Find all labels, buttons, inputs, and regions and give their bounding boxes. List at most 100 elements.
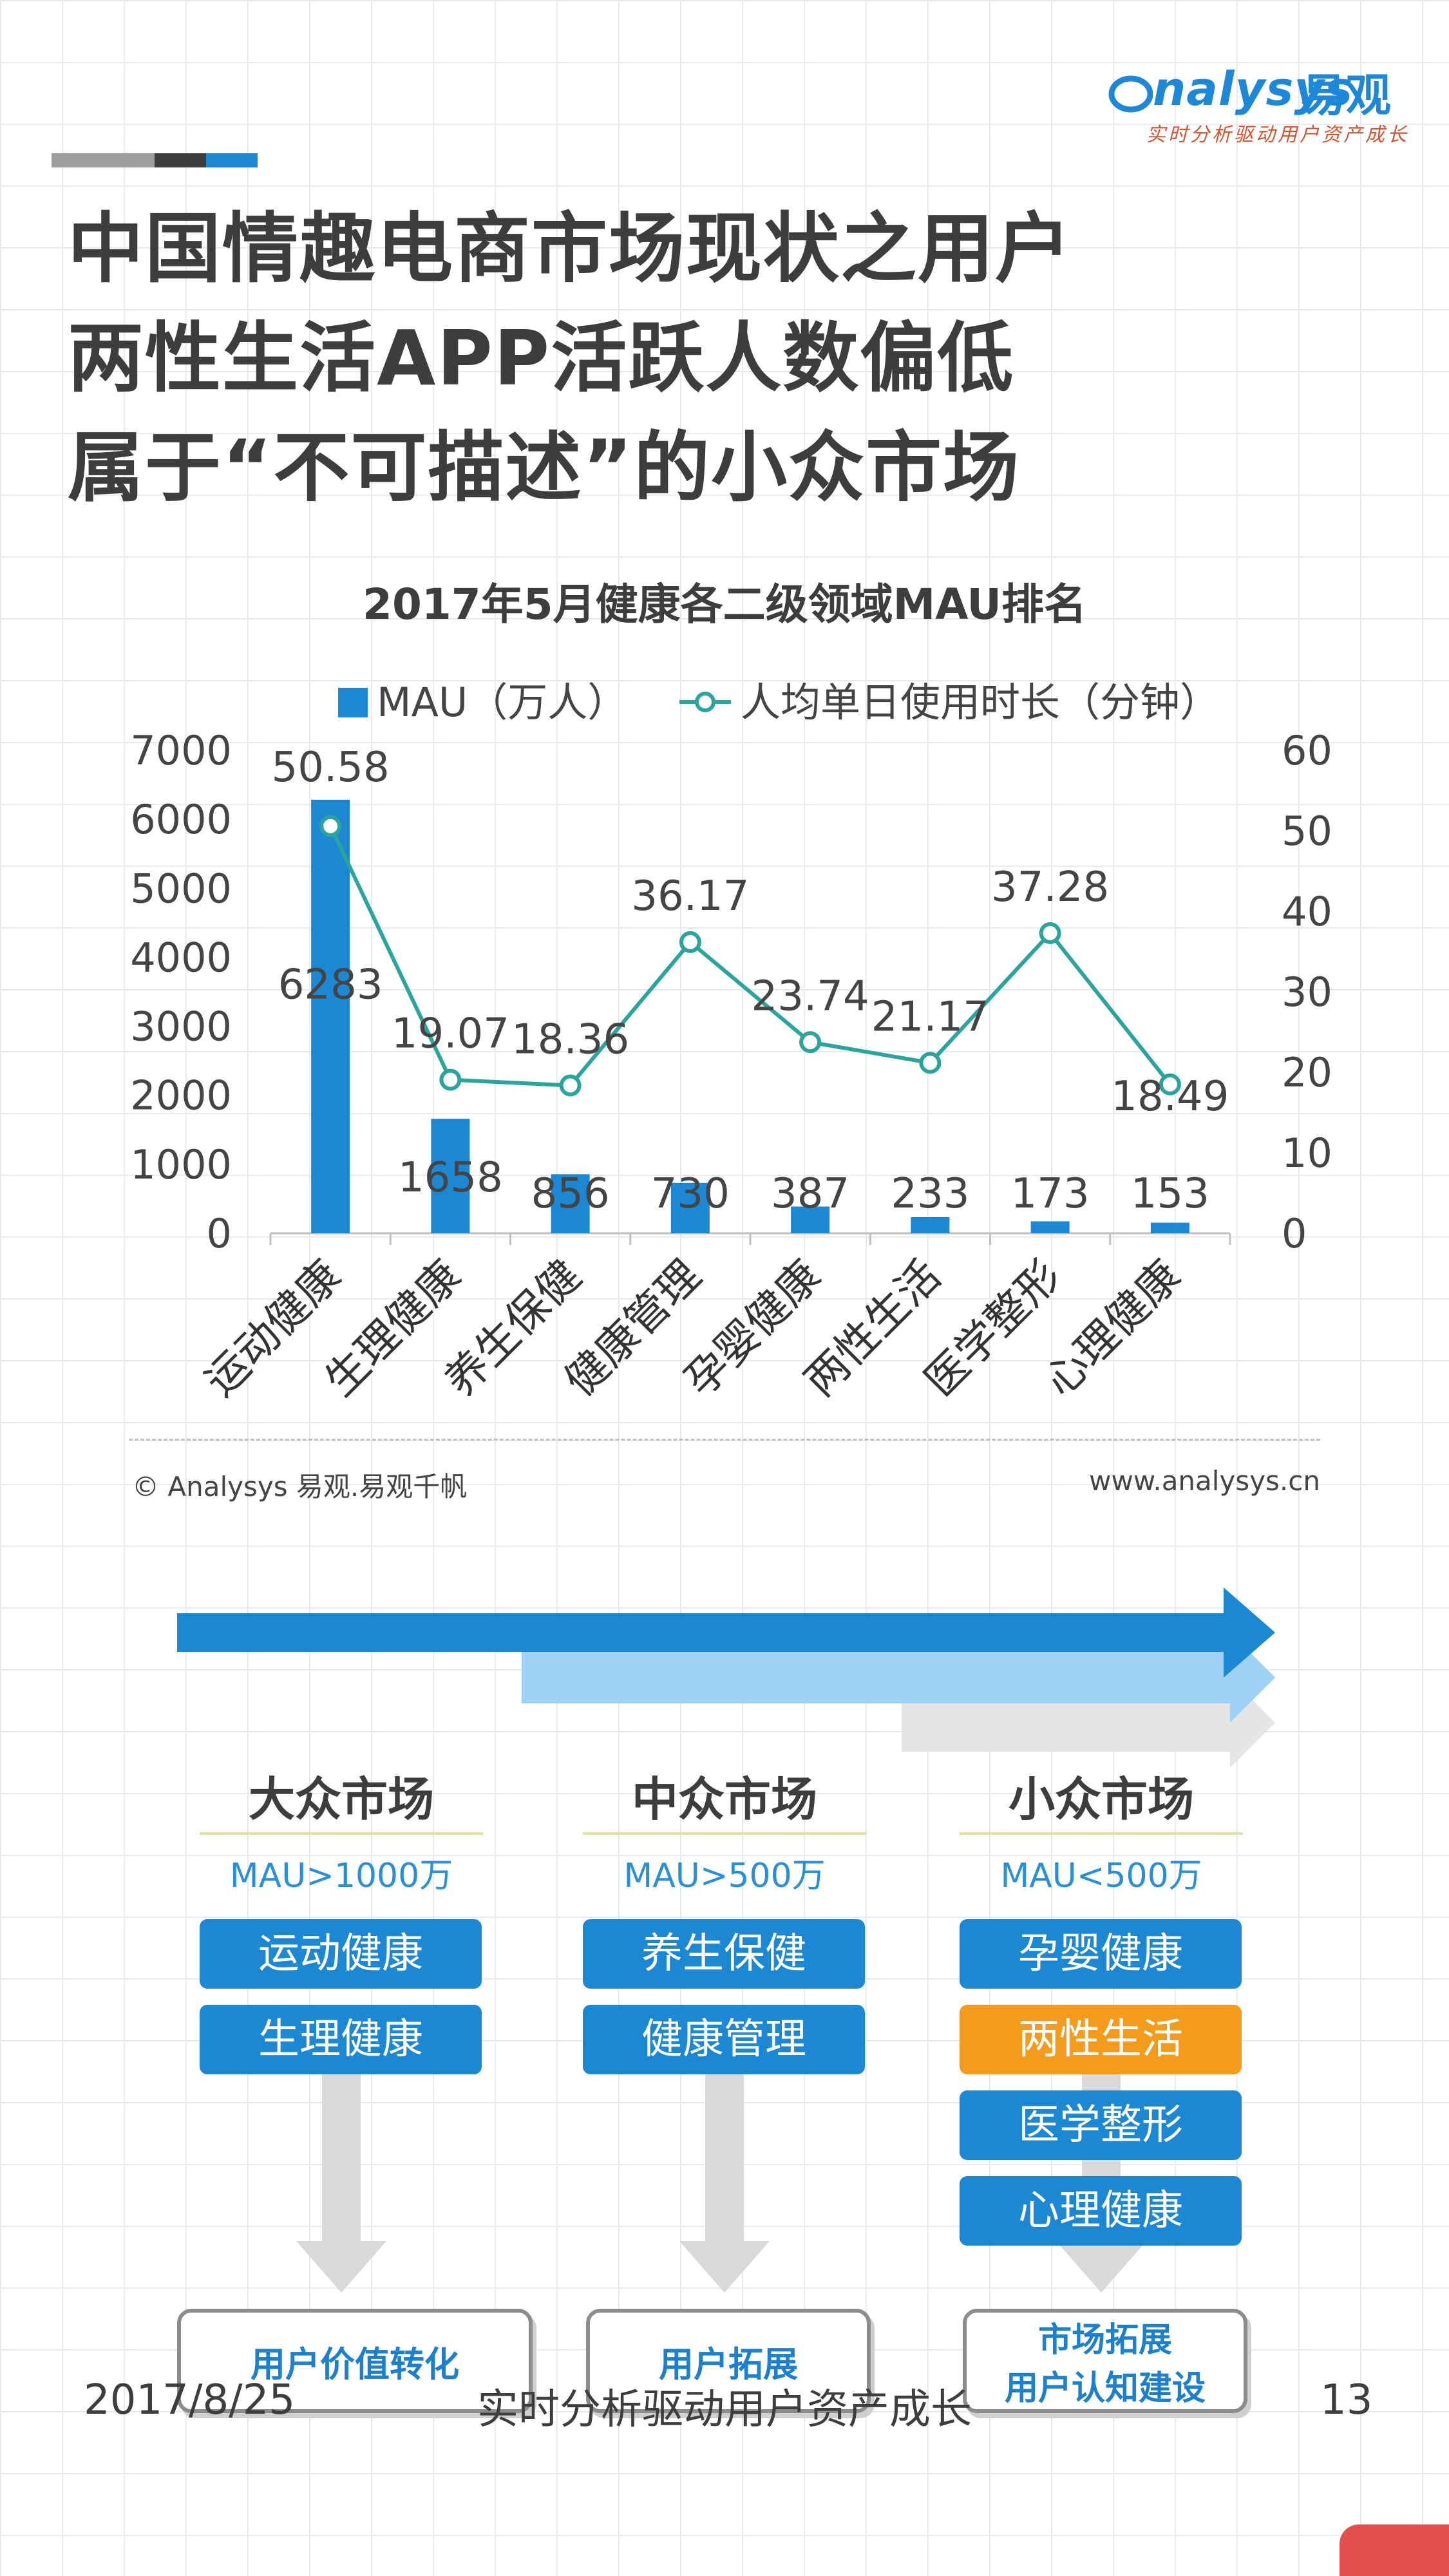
bar-data-label: 6283	[278, 961, 383, 1009]
market-item-pill: 两性生活	[960, 2005, 1242, 2074]
down-arrow-icon	[1056, 2029, 1146, 2293]
y-left-tick-label: 3000	[130, 1003, 232, 1050]
line-point	[799, 1031, 822, 1054]
bar-data-label: 730	[651, 1170, 730, 1218]
page-title-line-3: 属于“不可描述”的小众市场	[68, 423, 1021, 512]
page-title-line-1: 中国情趣电商市场现状之用户	[68, 204, 1073, 293]
bar-data-label: 233	[891, 1170, 969, 1218]
bar	[311, 799, 350, 1233]
down-arrow-icon	[679, 2029, 770, 2293]
logo-swoosh-icon	[1108, 75, 1153, 113]
market-title: 大众市场	[248, 1772, 434, 1826]
corner-watermark	[1340, 2524, 1449, 2576]
market-title-underline	[583, 1832, 866, 1835]
legend-line-label: 人均单日使用时长（分钟）	[741, 679, 1220, 726]
market-item-pill: 运动健康	[200, 1919, 482, 1989]
bar	[551, 1174, 590, 1233]
market-outcome-box: 用户价值转化	[177, 2309, 533, 2413]
bar	[791, 1206, 830, 1233]
chart: 0 1000 2000 3000 4000 5000 6000 7000 0 10 20 30 40 50…	[130, 679, 1332, 1406]
market-title: 中众市场	[631, 1772, 817, 1826]
line-data-label: 37.28	[991, 864, 1109, 911]
footer-slogan: 实时分析驱动用户资产成长	[477, 2386, 972, 2434]
market-item-pill: 健康管理	[583, 2005, 865, 2074]
market-outcome-box: 用户拓展	[586, 2309, 871, 2413]
y-left-tick-label: 2000	[130, 1072, 232, 1119]
line-data-label: 18.49	[1111, 1073, 1229, 1121]
bar-data-label: 1658	[398, 1154, 503, 1202]
market-outcome-text: 市场拓展	[1037, 2321, 1172, 2360]
market-mau-threshold: MAU>500万	[623, 1857, 826, 1895]
footer-date: 2017/8/25	[84, 2376, 296, 2424]
y-right-tick-label: 60	[1282, 727, 1332, 774]
line-data-label: 19.07	[392, 1010, 509, 1058]
market-title: 小众市场	[1008, 1772, 1194, 1826]
line-data-label: 23.74	[752, 972, 869, 1020]
line-point	[319, 815, 342, 837]
down-arrow-icon	[296, 2029, 386, 2293]
market-arrows	[177, 1587, 1275, 1768]
line-point	[919, 1052, 942, 1074]
y-left-tick-label: 1000	[130, 1141, 232, 1188]
market-outcome-text: 用户价值转化	[251, 2344, 459, 2385]
bar-data-label: 856	[531, 1170, 610, 1218]
market-mau-threshold: MAU>1000万	[229, 1857, 453, 1895]
market-outcome-text: 用户拓展	[659, 2344, 798, 2385]
y-right-tick-label: 10	[1282, 1130, 1332, 1177]
bar	[670, 1182, 710, 1233]
market-title-underline	[960, 1832, 1243, 1835]
market-outcome-box: 市场拓展用户认知建设	[963, 2309, 1247, 2413]
line-point	[1159, 1073, 1181, 1095]
line-data-label: 18.36	[511, 1016, 629, 1064]
logo-cn: 易观	[1301, 69, 1391, 122]
bar	[1030, 1221, 1070, 1233]
bar-data-label: 173	[1011, 1170, 1090, 1218]
market-item-pill: 医学整形	[960, 2090, 1242, 2160]
y-left-tick-label: 7000	[130, 727, 232, 774]
y-right-tick-label: 30	[1282, 969, 1332, 1016]
y-right-tick-label: 0	[1282, 1210, 1307, 1257]
header-bar-blue	[206, 153, 258, 167]
copyright-text: © Analysys 易观.易观千帆	[132, 1471, 468, 1502]
market-outcome-text: 用户认知建设	[1004, 2369, 1206, 2408]
bar	[1150, 1222, 1189, 1233]
bar	[911, 1217, 950, 1233]
arrow-light-blue	[522, 1633, 1275, 1723]
y-left-tick-label: 5000	[130, 865, 232, 912]
y-right-tick-label: 50	[1282, 808, 1332, 855]
page-title-line-2: 两性生活APP活跃人数偏低	[68, 314, 1015, 402]
logo-word: nalysys	[1153, 62, 1354, 116]
y-right-tick-label: 20	[1282, 1049, 1332, 1096]
chart-divider	[129, 1439, 1320, 1441]
legend-line-marker	[695, 692, 715, 712]
bar-data-label: 153	[1131, 1170, 1209, 1218]
market-item-pill: 养生保健	[583, 1919, 865, 1989]
bar	[431, 1119, 470, 1233]
line-point	[679, 931, 701, 953]
market-item-pill: 生理健康	[200, 2005, 482, 2074]
logo-tagline: 实时分析驱动用户资产成长	[1146, 124, 1409, 146]
logo	[1108, 62, 1410, 139]
series-line	[328, 825, 1172, 1088]
line-data-label: 21.17	[871, 993, 989, 1041]
y-left-tick-label: 6000	[130, 796, 232, 843]
website-text: www.analysys.cn	[1089, 1465, 1320, 1497]
market-mau-threshold: MAU<500万	[1000, 1857, 1202, 1895]
line-point	[439, 1068, 462, 1091]
line-data-label: 36.17	[631, 873, 749, 920]
chart-title: 2017年5月健康各二级领域MAU排名	[363, 580, 1086, 629]
y-left-tick-label: 0	[207, 1210, 232, 1257]
page-number: 13	[1320, 2376, 1373, 2424]
header-bar-dark	[155, 153, 206, 167]
line-data-label: 50.58	[272, 744, 390, 791]
y-right-tick-label: 40	[1282, 888, 1332, 935]
market-item-pill: 孕婴健康	[960, 1919, 1242, 1989]
arrow-dark-blue	[177, 1587, 1275, 1678]
legend-bar-label: MAU（万人）	[377, 679, 627, 726]
y-left-tick-label: 4000	[130, 934, 232, 981]
line-point	[559, 1074, 582, 1097]
bar-data-label: 387	[771, 1170, 849, 1218]
market-item-pill: 心理健康	[960, 2176, 1242, 2246]
line-point	[1039, 922, 1061, 944]
header-bar-gray	[52, 153, 155, 167]
